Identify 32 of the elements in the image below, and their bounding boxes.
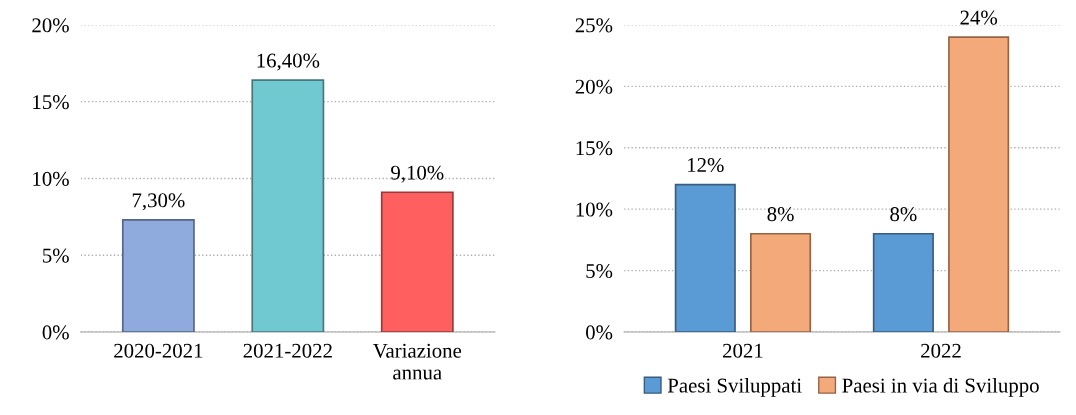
y-tick-label: 5% xyxy=(586,263,613,279)
bar xyxy=(948,36,1010,332)
bar xyxy=(380,191,454,332)
y-tick-label: 25% xyxy=(575,18,613,33)
bar xyxy=(750,232,812,332)
y-tick-label: 20% xyxy=(32,18,69,33)
x-tick-label: 2021-2022 xyxy=(243,343,332,358)
x-tick-label: 2021 xyxy=(723,343,763,358)
y-tick-label: 15% xyxy=(576,141,613,156)
y-tick-label: 10% xyxy=(33,171,69,186)
legend-label: Paesi Sviluppati xyxy=(667,377,802,397)
data-label: 9,10% xyxy=(391,165,444,183)
bar xyxy=(251,79,325,332)
y-tick-label: 10% xyxy=(576,202,613,217)
x-tick-label: Variazione annua xyxy=(372,343,462,380)
y-tick-label: 20% xyxy=(575,79,613,94)
bar xyxy=(121,219,195,332)
data-label: 12% xyxy=(688,157,724,173)
y-tick-label: 0% xyxy=(585,325,613,340)
y-tick-label: 0% xyxy=(42,325,69,340)
x-tick-label: 2020-2021 xyxy=(114,343,203,358)
bar xyxy=(872,232,934,332)
y-tick-label: 5% xyxy=(43,248,69,263)
y-tick-label: 15% xyxy=(33,95,69,110)
legend-label: Paesi in via di Sviluppo xyxy=(842,377,1039,397)
x-tick-label: 2022 xyxy=(921,343,961,358)
data-label: 8% xyxy=(767,207,794,222)
bar xyxy=(674,183,736,332)
data-label: 7,30% xyxy=(132,193,185,211)
data-label: 16,40% xyxy=(257,53,320,71)
data-label: 8% xyxy=(890,207,917,222)
data-label: 24% xyxy=(960,10,998,25)
